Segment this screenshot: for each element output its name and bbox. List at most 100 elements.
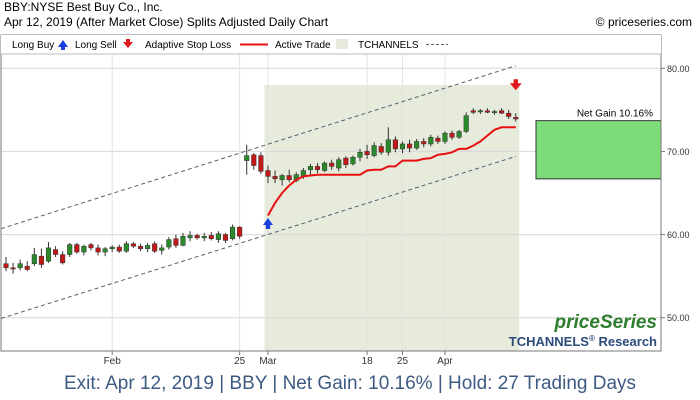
legend-label: Adaptive Stop Loss: [145, 40, 231, 51]
adaptive-stop-loss-line: [267, 126, 516, 216]
legend-label: Long Buy: [12, 40, 54, 51]
active-trade-region: [264, 85, 520, 351]
candle-body: [364, 151, 370, 155]
candle-body: [102, 248, 108, 253]
candle-body: [407, 143, 413, 149]
candle-body: [336, 159, 342, 169]
brand-watermark: priceSeries: [554, 312, 657, 333]
chart-title: BBY:NYSE Best Buy Co., Inc.: [4, 0, 163, 14]
candle-body: [145, 245, 151, 249]
net-gain-label: Net Gain 10.16%: [577, 109, 653, 120]
candle-body: [499, 110, 505, 114]
x-tick-label: Apr: [437, 356, 453, 367]
y-tick-label: 80.00: [667, 64, 690, 74]
candle-body: [67, 244, 73, 255]
candle-body: [477, 110, 483, 113]
y-tick-label: 50.00: [667, 313, 690, 323]
research-watermark-prefix: TCHANNELS: [509, 334, 589, 349]
candle-body: [74, 244, 80, 253]
candle-body: [343, 157, 349, 165]
candle-body: [329, 162, 335, 167]
x-tick-label: 25: [397, 356, 409, 367]
candle-body: [194, 235, 200, 239]
x-tick-label: Feb: [104, 356, 122, 367]
candle-body: [45, 247, 52, 262]
candle-body: [10, 267, 16, 270]
candle-body: [81, 245, 87, 253]
x-tick-label: Mar: [259, 356, 277, 367]
candle-body: [187, 235, 193, 239]
candle-body: [166, 239, 172, 248]
candle-body: [258, 155, 264, 172]
candle-body: [470, 110, 476, 113]
candle-body: [350, 156, 356, 165]
legend-label: TCHANNELS: [358, 40, 419, 51]
candle-body: [286, 175, 292, 180]
candle-body: [116, 246, 122, 252]
candle-body: [109, 246, 115, 249]
candle-body: [506, 112, 512, 117]
chart-subtitle: Apr 12, 2019 (After Market Close) Splits…: [4, 15, 329, 29]
x-tick-label: 18: [362, 356, 374, 367]
candle-body: [272, 176, 278, 180]
y-tick-label: 70.00: [667, 147, 690, 157]
legend-up-arrow-icon: [58, 40, 68, 50]
y-tick-label: 60.00: [667, 230, 690, 240]
tchannel-upper-line: [0, 65, 516, 230]
candle-body: [137, 245, 144, 249]
long-sell-arrow-icon: [509, 79, 522, 91]
price-chart: Net Gain 10.16% 50.00 60.00 70.00 80.00 Feb 2…: [0, 34, 690, 367]
legend-down-arrow-icon: [123, 39, 133, 48]
candle-body: [357, 152, 363, 158]
legend-label: Active Trade: [275, 40, 331, 51]
candle-body: [456, 131, 462, 138]
legend-active-trade-swatch: [336, 39, 348, 49]
candle-body: [463, 115, 469, 132]
candle-body: [17, 263, 23, 269]
research-watermark-suffix: Research: [595, 334, 657, 349]
candle-body: [230, 226, 236, 239]
candle-body: [513, 117, 519, 120]
candle-body: [3, 263, 9, 269]
candle-body: [279, 175, 285, 180]
x-tick-label: 25: [234, 356, 246, 367]
candle-body: [428, 137, 434, 145]
candle-body: [180, 235, 186, 246]
candle-body: [201, 235, 207, 239]
candle-body: [60, 254, 66, 264]
candle-body: [385, 139, 391, 153]
candle-body: [130, 243, 136, 247]
candle-body: [123, 243, 129, 252]
candle-body: [244, 155, 250, 161]
candle-body: [322, 162, 328, 171]
candle-body: [371, 145, 377, 156]
candle-body: [414, 141, 420, 149]
legend-background: [1, 35, 661, 54]
candle-body: [265, 170, 271, 177]
research-watermark: TCHANNELS® Research: [509, 334, 657, 349]
net-gain-box: [535, 120, 662, 180]
candle-body: [31, 254, 37, 264]
candle-body: [442, 132, 448, 142]
candle-body: [421, 141, 427, 145]
candle-body: [38, 255, 44, 265]
copyright-text: © priceseries.com: [595, 15, 692, 29]
legend-label: Long Sell: [75, 40, 117, 51]
candle-body: [307, 166, 313, 170]
candle-body: [53, 249, 59, 255]
candle-body: [173, 238, 179, 246]
candle-body: [237, 226, 243, 237]
candle-body: [152, 243, 158, 252]
candle-body: [95, 247, 101, 253]
candle-body: [491, 111, 498, 113]
candle-body: [88, 244, 94, 249]
candle-body: [222, 234, 229, 241]
candle-body: [208, 235, 214, 239]
candle-body: [449, 132, 455, 138]
candle-body: [392, 139, 398, 150]
candle-body: [484, 110, 490, 113]
candle-body: [399, 143, 406, 150]
research-watermark-mark: ®: [589, 334, 595, 343]
candle-body: [314, 166, 321, 170]
long-buy-arrow-icon: [262, 217, 273, 229]
